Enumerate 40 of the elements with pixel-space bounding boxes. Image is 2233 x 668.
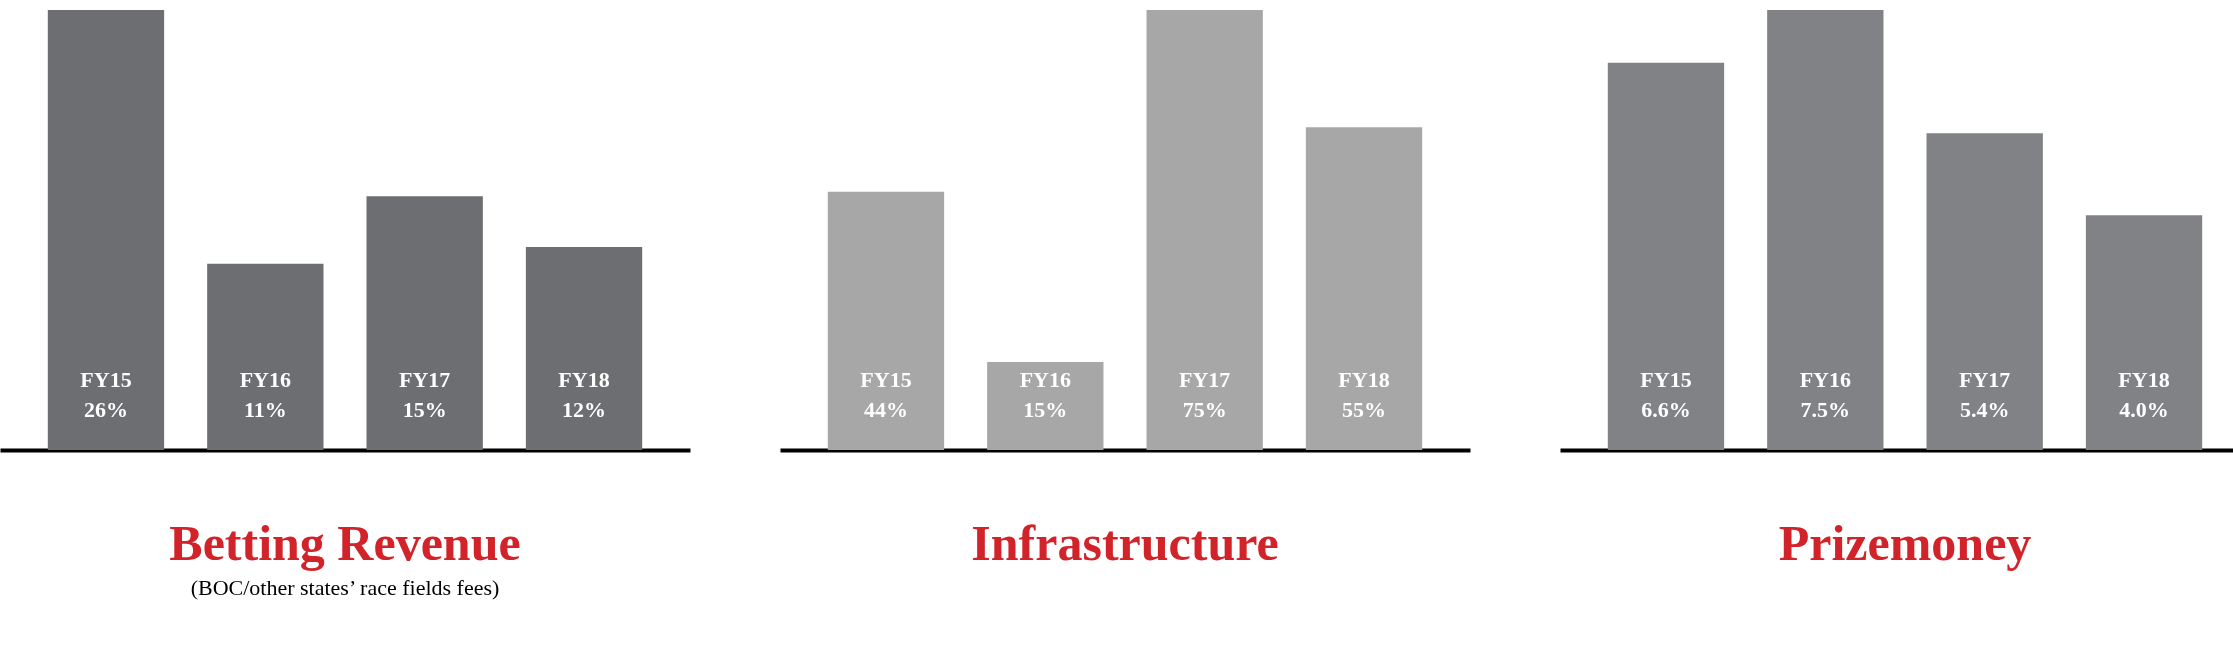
data-label: 11% xyxy=(243,397,287,422)
data-label: 15% xyxy=(402,397,447,422)
data-label: 5.4% xyxy=(1959,397,2010,422)
text: Infrastructure xyxy=(971,515,1279,571)
bar xyxy=(987,362,1104,450)
x-tick-label: FY16 xyxy=(1019,367,1071,392)
x-tick-label: FY15 xyxy=(80,367,132,392)
x-tick-label: FY18 xyxy=(2118,367,2170,392)
x-tick-label: FY16 xyxy=(1799,367,1851,392)
text: Prizemoney xyxy=(1778,515,2032,571)
bar xyxy=(1305,127,1423,450)
x-tick-label: FY16 xyxy=(239,367,291,392)
text: (BOC/other states’ race fields fees) xyxy=(190,575,500,600)
x-tick-label: FY17 xyxy=(1179,367,1231,392)
data-label: 12% xyxy=(562,397,607,422)
bar xyxy=(1926,133,2043,450)
data-label: 6.6% xyxy=(1641,397,1691,422)
bar xyxy=(1767,10,1884,450)
bar xyxy=(207,263,324,450)
data-label: 7.5% xyxy=(1800,397,1851,422)
x-tick-label: FY15 xyxy=(1640,367,1692,392)
x-tick-label: FY17 xyxy=(1959,367,2011,392)
bar xyxy=(366,196,483,450)
x-tick-label: FY15 xyxy=(860,367,912,392)
bar xyxy=(1146,10,1263,450)
bar xyxy=(1607,62,1725,450)
x-tick-label: FY17 xyxy=(399,367,451,392)
data-label: 44% xyxy=(863,397,908,422)
data-label: 4.0% xyxy=(2119,397,2169,422)
bar xyxy=(525,246,643,450)
bar xyxy=(2085,215,2203,450)
text: Betting Revenue xyxy=(169,515,521,571)
data-label: 75% xyxy=(1182,397,1227,422)
data-label: 55% xyxy=(1342,397,1387,422)
x-tick-label: FY18 xyxy=(1338,367,1390,392)
data-label: 15% xyxy=(1023,397,1068,422)
data-label: 26% xyxy=(83,397,128,422)
bar xyxy=(827,191,945,450)
bar xyxy=(47,10,165,450)
x-tick-label: FY18 xyxy=(558,367,610,392)
